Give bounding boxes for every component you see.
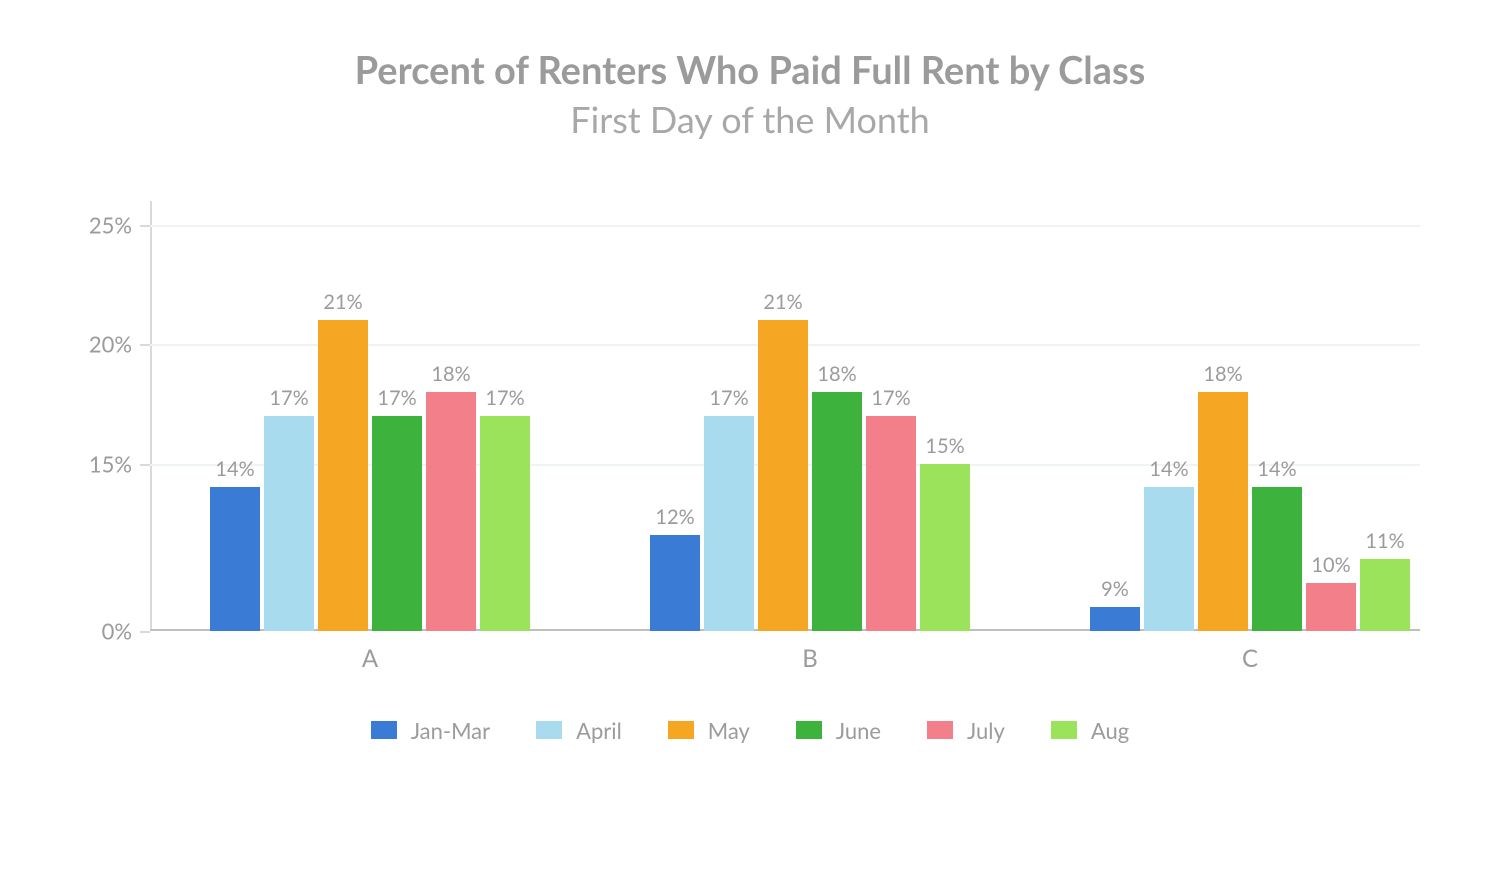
bar-C-aug bbox=[1360, 559, 1410, 631]
bar-B-june bbox=[812, 392, 862, 631]
bar-value-label: 12% bbox=[655, 505, 694, 529]
legend-swatch bbox=[796, 721, 822, 739]
bar-C-may bbox=[1198, 392, 1248, 631]
bar-A-april bbox=[264, 416, 314, 631]
bar-B-may bbox=[758, 320, 808, 631]
legend-label: Aug bbox=[1091, 717, 1129, 744]
bar-value-label: 17% bbox=[269, 386, 308, 410]
chart-title: Percent of Renters Who Paid Full Rent by… bbox=[0, 48, 1500, 94]
legend-swatch bbox=[536, 721, 562, 739]
bar-value-label: 14% bbox=[1149, 457, 1188, 481]
chart-area: 0% 15% 20% 25% 14% 17% 21% 17% 18% 17% A 12% 17% 21% 1… bbox=[60, 181, 1440, 711]
bar-value-label: 21% bbox=[763, 290, 802, 314]
category-label-B: B bbox=[802, 644, 818, 673]
category-label-A: A bbox=[362, 644, 378, 673]
legend-swatch bbox=[1051, 721, 1077, 739]
bar-B-jan_mar bbox=[650, 535, 700, 631]
gridline bbox=[150, 225, 1420, 227]
legend-item-jan_mar: Jan-Mar bbox=[371, 717, 490, 744]
legend-label: May bbox=[708, 717, 750, 744]
bar-B-aug bbox=[920, 464, 970, 631]
bar-value-label: 17% bbox=[709, 386, 748, 410]
bar-C-july bbox=[1306, 583, 1356, 631]
y-tick-mark bbox=[140, 225, 150, 227]
bar-value-label: 18% bbox=[1203, 362, 1242, 386]
legend-item-aug: Aug bbox=[1051, 717, 1129, 744]
y-tick-label: 0% bbox=[60, 617, 132, 644]
y-axis bbox=[150, 201, 152, 631]
legend-item-april: April bbox=[536, 717, 622, 744]
bar-value-label: 14% bbox=[1257, 457, 1296, 481]
bar-value-label: 11% bbox=[1365, 529, 1404, 553]
chart-subtitle: First Day of the Month bbox=[0, 98, 1500, 141]
y-tick-label: 15% bbox=[60, 450, 132, 477]
legend-swatch bbox=[371, 721, 397, 739]
bar-A-july bbox=[426, 392, 476, 631]
legend-label: April bbox=[576, 717, 622, 744]
bar-value-label: 17% bbox=[377, 386, 416, 410]
legend: Jan-Mar April May June July Aug bbox=[0, 717, 1500, 744]
legend-label: July bbox=[967, 717, 1005, 744]
bar-A-aug bbox=[480, 416, 530, 631]
bar-value-label: 21% bbox=[323, 290, 362, 314]
y-tick-label: 20% bbox=[60, 331, 132, 358]
legend-item-may: May bbox=[668, 717, 750, 744]
bar-value-label: 17% bbox=[485, 386, 524, 410]
bar-C-april bbox=[1144, 487, 1194, 630]
legend-label: June bbox=[836, 717, 881, 744]
bar-B-april bbox=[704, 416, 754, 631]
title-block: Percent of Renters Who Paid Full Rent by… bbox=[0, 0, 1500, 141]
bar-A-jan_mar bbox=[210, 487, 260, 630]
legend-item-july: July bbox=[927, 717, 1005, 744]
y-tick-label: 25% bbox=[60, 211, 132, 238]
bar-value-label: 14% bbox=[215, 457, 254, 481]
legend-swatch bbox=[668, 721, 694, 739]
legend-label: Jan-Mar bbox=[411, 717, 490, 744]
bar-value-label: 9% bbox=[1101, 577, 1129, 601]
y-tick-mark bbox=[140, 631, 150, 633]
bar-value-label: 10% bbox=[1311, 553, 1350, 577]
bar-C-jan_mar bbox=[1090, 607, 1140, 631]
category-label-C: C bbox=[1242, 644, 1258, 673]
bar-value-label: 18% bbox=[817, 362, 856, 386]
bar-value-label: 15% bbox=[925, 434, 964, 458]
y-tick-mark bbox=[140, 464, 150, 466]
legend-swatch bbox=[927, 721, 953, 739]
legend-item-june: June bbox=[796, 717, 881, 744]
bar-B-july bbox=[866, 416, 916, 631]
bar-value-label: 18% bbox=[431, 362, 470, 386]
bar-value-label: 17% bbox=[871, 386, 910, 410]
y-tick-mark bbox=[140, 344, 150, 346]
bar-A-may bbox=[318, 320, 368, 631]
bar-A-june bbox=[372, 416, 422, 631]
bar-C-june bbox=[1252, 487, 1302, 630]
